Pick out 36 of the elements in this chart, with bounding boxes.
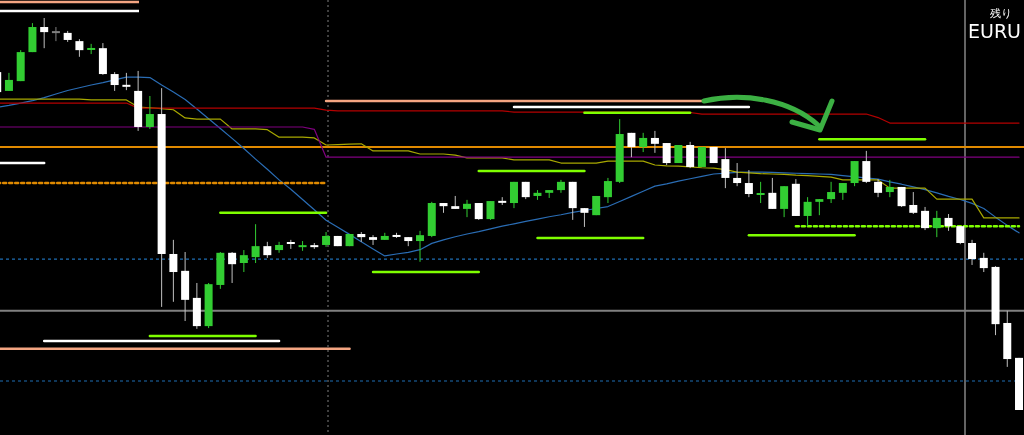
candlestick: [721, 147, 730, 189]
candlestick: [463, 199, 471, 218]
candlestick: [756, 181, 765, 204]
candlestick: [874, 178, 883, 198]
candlestick: [979, 252, 988, 273]
candlestick: [780, 185, 789, 218]
candlestick: [909, 191, 918, 215]
candlestick: [827, 181, 836, 204]
candlestick: [768, 177, 777, 210]
candlestick: [921, 206, 930, 231]
candlestick: [169, 239, 178, 303]
candlestick: [369, 234, 378, 246]
candlestick: [40, 17, 49, 49]
candlestick: [862, 150, 871, 184]
candlestick: [251, 223, 260, 264]
candlestick: [744, 169, 753, 198]
candlestick: [4, 72, 13, 92]
candlestick: [580, 207, 589, 228]
candlestick: [603, 177, 612, 204]
candlestick: [228, 251, 237, 284]
candlestick: [416, 230, 425, 263]
candlestick: [968, 239, 977, 266]
candlestick: [145, 95, 154, 130]
candlestick: [627, 132, 636, 158]
candlestick: [51, 26, 60, 42]
candlestick: [733, 162, 742, 187]
candlestick: [639, 132, 648, 153]
candlestick: [932, 210, 941, 238]
candlestick: [650, 130, 659, 154]
candlestick: [239, 249, 248, 273]
annotation: EURU: [967, 20, 1021, 42]
candlestick: [686, 141, 695, 169]
candlestick: [509, 181, 518, 209]
candlestick: [110, 71, 119, 92]
candlestick: [803, 196, 812, 227]
annotation: 残り: [990, 7, 1012, 20]
